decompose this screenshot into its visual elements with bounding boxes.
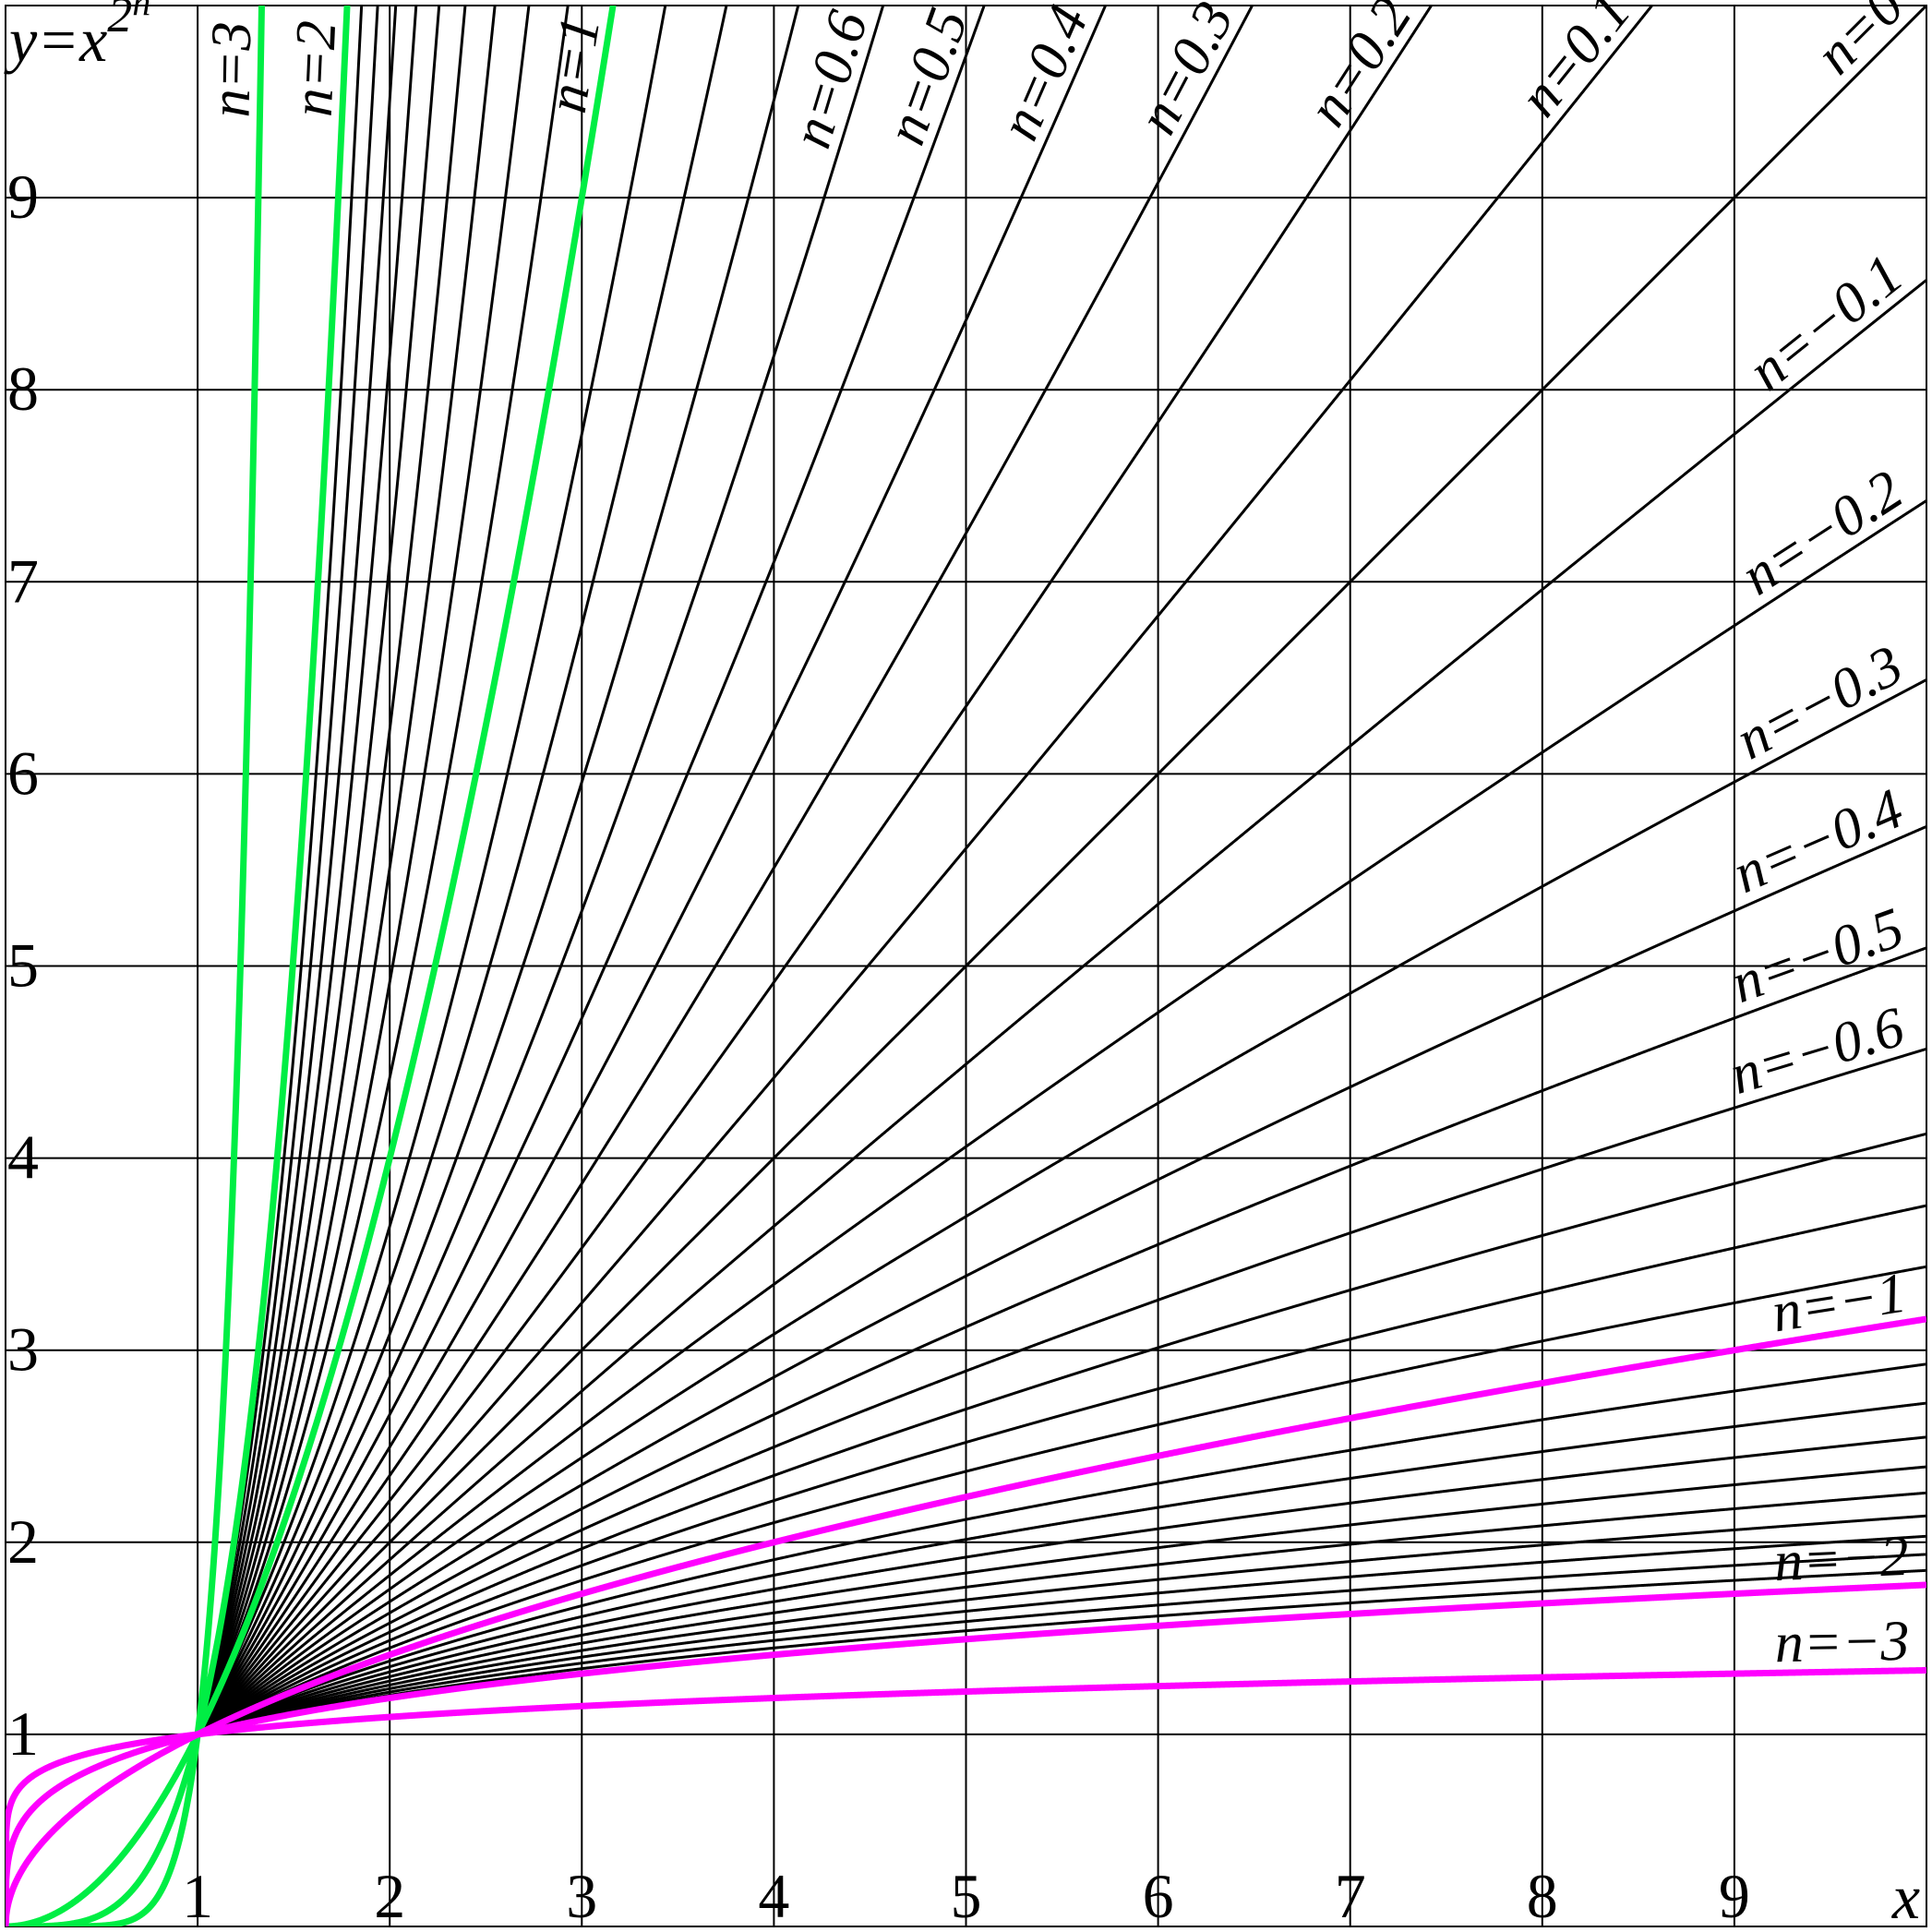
curve — [6, 6, 617, 1926]
curve — [197, 1465, 1926, 1736]
chart-title: y=x2n — [4, 0, 150, 75]
curve — [196, 6, 1434, 1735]
curve-label: n=2 — [282, 19, 349, 118]
y-tick-label: 1 — [7, 1698, 39, 1769]
curve-label-group: n=3 — [198, 21, 263, 118]
curve — [197, 6, 1926, 1735]
title-exponent: 2 — [107, 0, 132, 42]
x-tick-label: 9 — [1719, 1861, 1750, 1931]
curve-label-group: n=−0.1 — [1737, 243, 1915, 402]
curve — [197, 1514, 1926, 1736]
x-tick-label: 1 — [182, 1861, 213, 1931]
curve — [197, 1362, 1926, 1736]
curve — [197, 946, 1926, 1736]
curve-label: n=−0.2 — [1731, 459, 1914, 607]
curve-label: n=3 — [198, 21, 263, 118]
curve-label: n=−3 — [1774, 1610, 1910, 1674]
curve — [6, 1666, 1926, 1926]
curve-label: n=1 — [535, 12, 612, 116]
curve-label-group: n=0.2 — [1296, 0, 1424, 137]
curve — [197, 1132, 1926, 1736]
curve-label-group: n=1 — [535, 12, 612, 116]
curve — [197, 1204, 1926, 1736]
curve-label: n=0.1 — [1507, 0, 1643, 128]
curve-label: n=0 — [1804, 0, 1916, 87]
curve — [197, 1265, 1926, 1736]
title-base: y=x — [4, 5, 107, 75]
curve-label-group: n=−0.4 — [1724, 777, 1912, 906]
x-axis-label: x — [1891, 1862, 1920, 1932]
y-tick-label: 6 — [7, 738, 39, 808]
y-tick-label: 4 — [7, 1122, 39, 1193]
curve — [196, 6, 1108, 1735]
x-tick-label: 8 — [1527, 1861, 1558, 1931]
curve-label-group: n=−3 — [1774, 1610, 1910, 1674]
curve — [197, 678, 1926, 1736]
curve — [197, 1553, 1926, 1736]
y-tick-label: 2 — [7, 1506, 39, 1577]
curve — [196, 6, 570, 1735]
curve-label-group: n=−0.3 — [1726, 633, 1913, 772]
curve-label-group: n=0.3 — [1126, 0, 1246, 144]
curve — [196, 6, 1654, 1735]
curve — [6, 1315, 1926, 1926]
curve — [196, 6, 1254, 1735]
curve — [197, 825, 1926, 1736]
curve — [196, 6, 667, 1735]
curve — [197, 499, 1926, 1736]
curve-label: n=−0.1 — [1737, 243, 1915, 402]
curve — [197, 1047, 1926, 1736]
curve-label: n=0.4 — [988, 0, 1100, 149]
x-tick-label: 3 — [566, 1861, 597, 1931]
y-tick-label: 8 — [7, 354, 39, 424]
curve-label-group: n=0.1 — [1507, 0, 1643, 128]
curve-label-group: n=−1 — [1768, 1262, 1911, 1345]
curve — [197, 1435, 1926, 1736]
curve-label: n=−1 — [1768, 1262, 1911, 1345]
curve — [196, 6, 885, 1735]
curve — [196, 6, 986, 1735]
curve-label: n=0.3 — [1126, 0, 1246, 144]
curve-label-group: n=−0.2 — [1731, 459, 1914, 607]
curve — [196, 6, 497, 1735]
x-tick-label: 6 — [1143, 1861, 1174, 1931]
x-tick-label: 4 — [758, 1861, 789, 1931]
y-tick-label: 7 — [7, 546, 39, 616]
curve — [197, 279, 1926, 1735]
curve-label: n=0.5 — [874, 1, 980, 152]
curve-label: n=−0.4 — [1724, 777, 1912, 906]
curve-label: n=−0.3 — [1726, 633, 1913, 772]
curve-label-group: n=0.6 — [780, 4, 880, 155]
curve-label: n=0.6 — [780, 4, 880, 155]
curve-label-group: n=0.4 — [988, 0, 1100, 149]
y-tick-label: 9 — [7, 162, 39, 232]
curve — [197, 1534, 1926, 1736]
curve — [197, 1401, 1926, 1736]
curve — [6, 1581, 1926, 1926]
title-exponent-power: n — [132, 0, 150, 23]
y-tick-label: 3 — [7, 1314, 39, 1385]
curve-label-group: n=0 — [1804, 0, 1916, 87]
curve — [197, 1491, 1926, 1736]
curve — [6, 6, 351, 1926]
curve-label: n=−2 — [1773, 1525, 1911, 1593]
curve-label-group: n=−2 — [1773, 1525, 1911, 1593]
x-tick-label: 7 — [1335, 1861, 1366, 1931]
curve-label: n=0.2 — [1296, 0, 1424, 137]
curve — [196, 6, 800, 1735]
x-tick-label: 5 — [951, 1861, 982, 1931]
x-tick-label: 2 — [374, 1861, 405, 1931]
curve-label-group: n=2 — [282, 19, 349, 118]
y-tick-label: 5 — [7, 930, 39, 1001]
curve — [196, 6, 531, 1735]
curve — [197, 1568, 1926, 1736]
curve — [196, 6, 728, 1735]
curve-label-group: n=0.5 — [874, 1, 980, 152]
